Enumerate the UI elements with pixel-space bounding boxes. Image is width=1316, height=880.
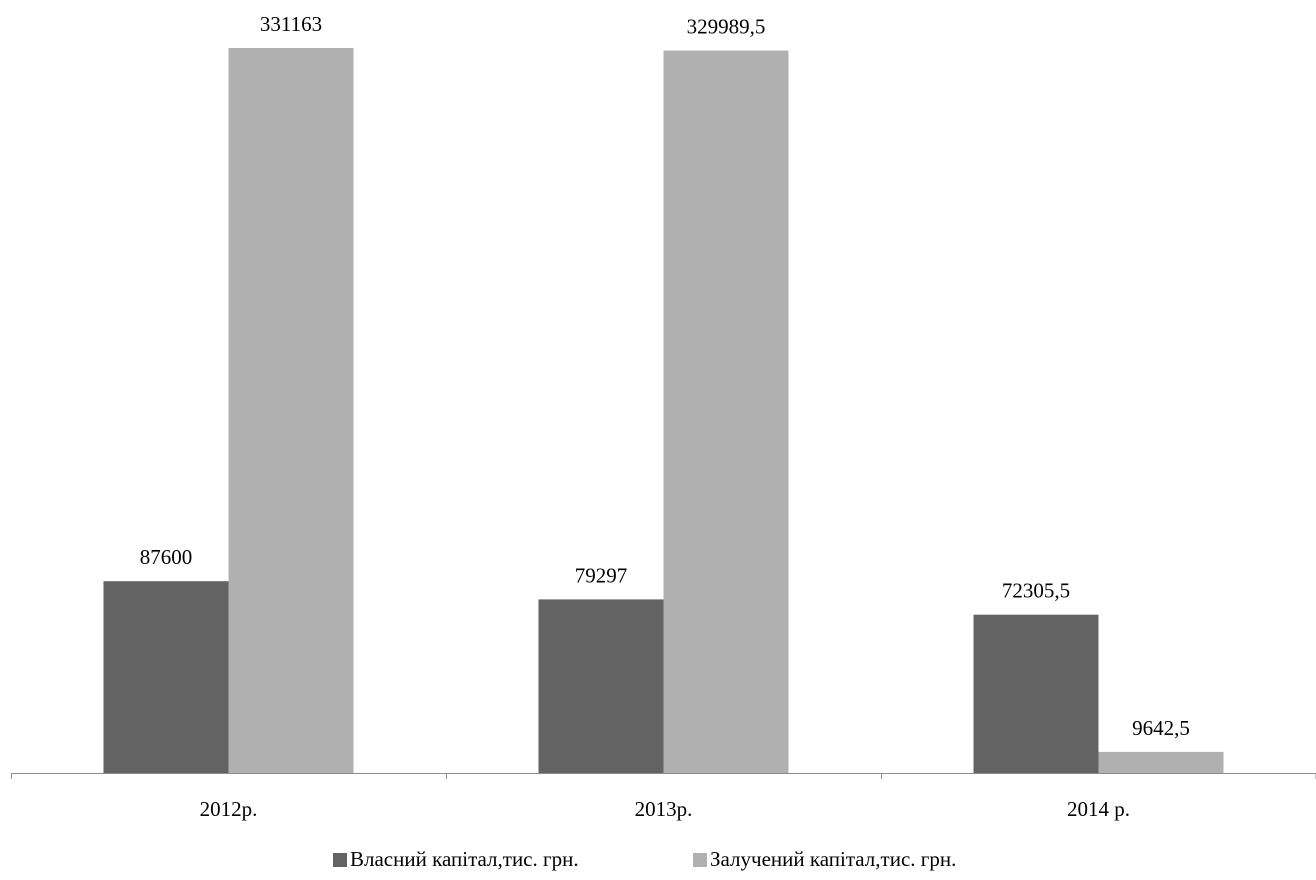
- data-label-series-0-2: 72305,5: [1002, 579, 1070, 603]
- legend-label-series-0: Власний капітал,тис. грн.: [350, 847, 579, 871]
- legend-label-series-1: Залучений капітал,тис. грн.: [710, 847, 956, 871]
- data-label-series-1-0: 331163: [260, 12, 322, 36]
- legend-item-series-1: Залучений капітал,тис. грн.: [693, 847, 956, 871]
- data-label-series-1-2: 9642,5: [1132, 716, 1190, 740]
- bar-series-0-2: [973, 614, 1099, 773]
- x-axis-ticks: [11, 773, 1316, 779]
- bar-series-1-1: [663, 50, 789, 773]
- data-label-series-1-1: 329989,5: [687, 15, 766, 39]
- data-label-series-0-1: 79297: [575, 563, 628, 587]
- x-axis: 2012р. 2013р. 2014 р.: [11, 773, 1316, 821]
- bar-series-0-0: [103, 581, 229, 773]
- data-label-series-0-0: 87600: [140, 545, 193, 569]
- x-axis-tick-labels: 2012р. 2013р. 2014 р.: [200, 797, 1130, 821]
- bars-layer: [103, 48, 1224, 773]
- x-tick-label-0: 2012р.: [200, 797, 258, 821]
- bar-series-0-1: [538, 599, 664, 773]
- legend-item-series-0: Власний капітал,тис. грн.: [333, 847, 579, 871]
- x-tick-label-1: 2013р.: [635, 797, 693, 821]
- legend: Власний капітал,тис. грн. Залучений капі…: [333, 847, 956, 871]
- bar-series-1-2: [1098, 751, 1224, 773]
- value-labels-layer: 87600 331163 79297 329989,5 72305,5 9642,5: [140, 12, 1190, 740]
- legend-swatch-series-0: [333, 853, 347, 867]
- bar-series-1-0: [228, 48, 354, 773]
- x-tick-label-2: 2014 р.: [1067, 797, 1130, 821]
- legend-swatch-series-1: [693, 853, 707, 867]
